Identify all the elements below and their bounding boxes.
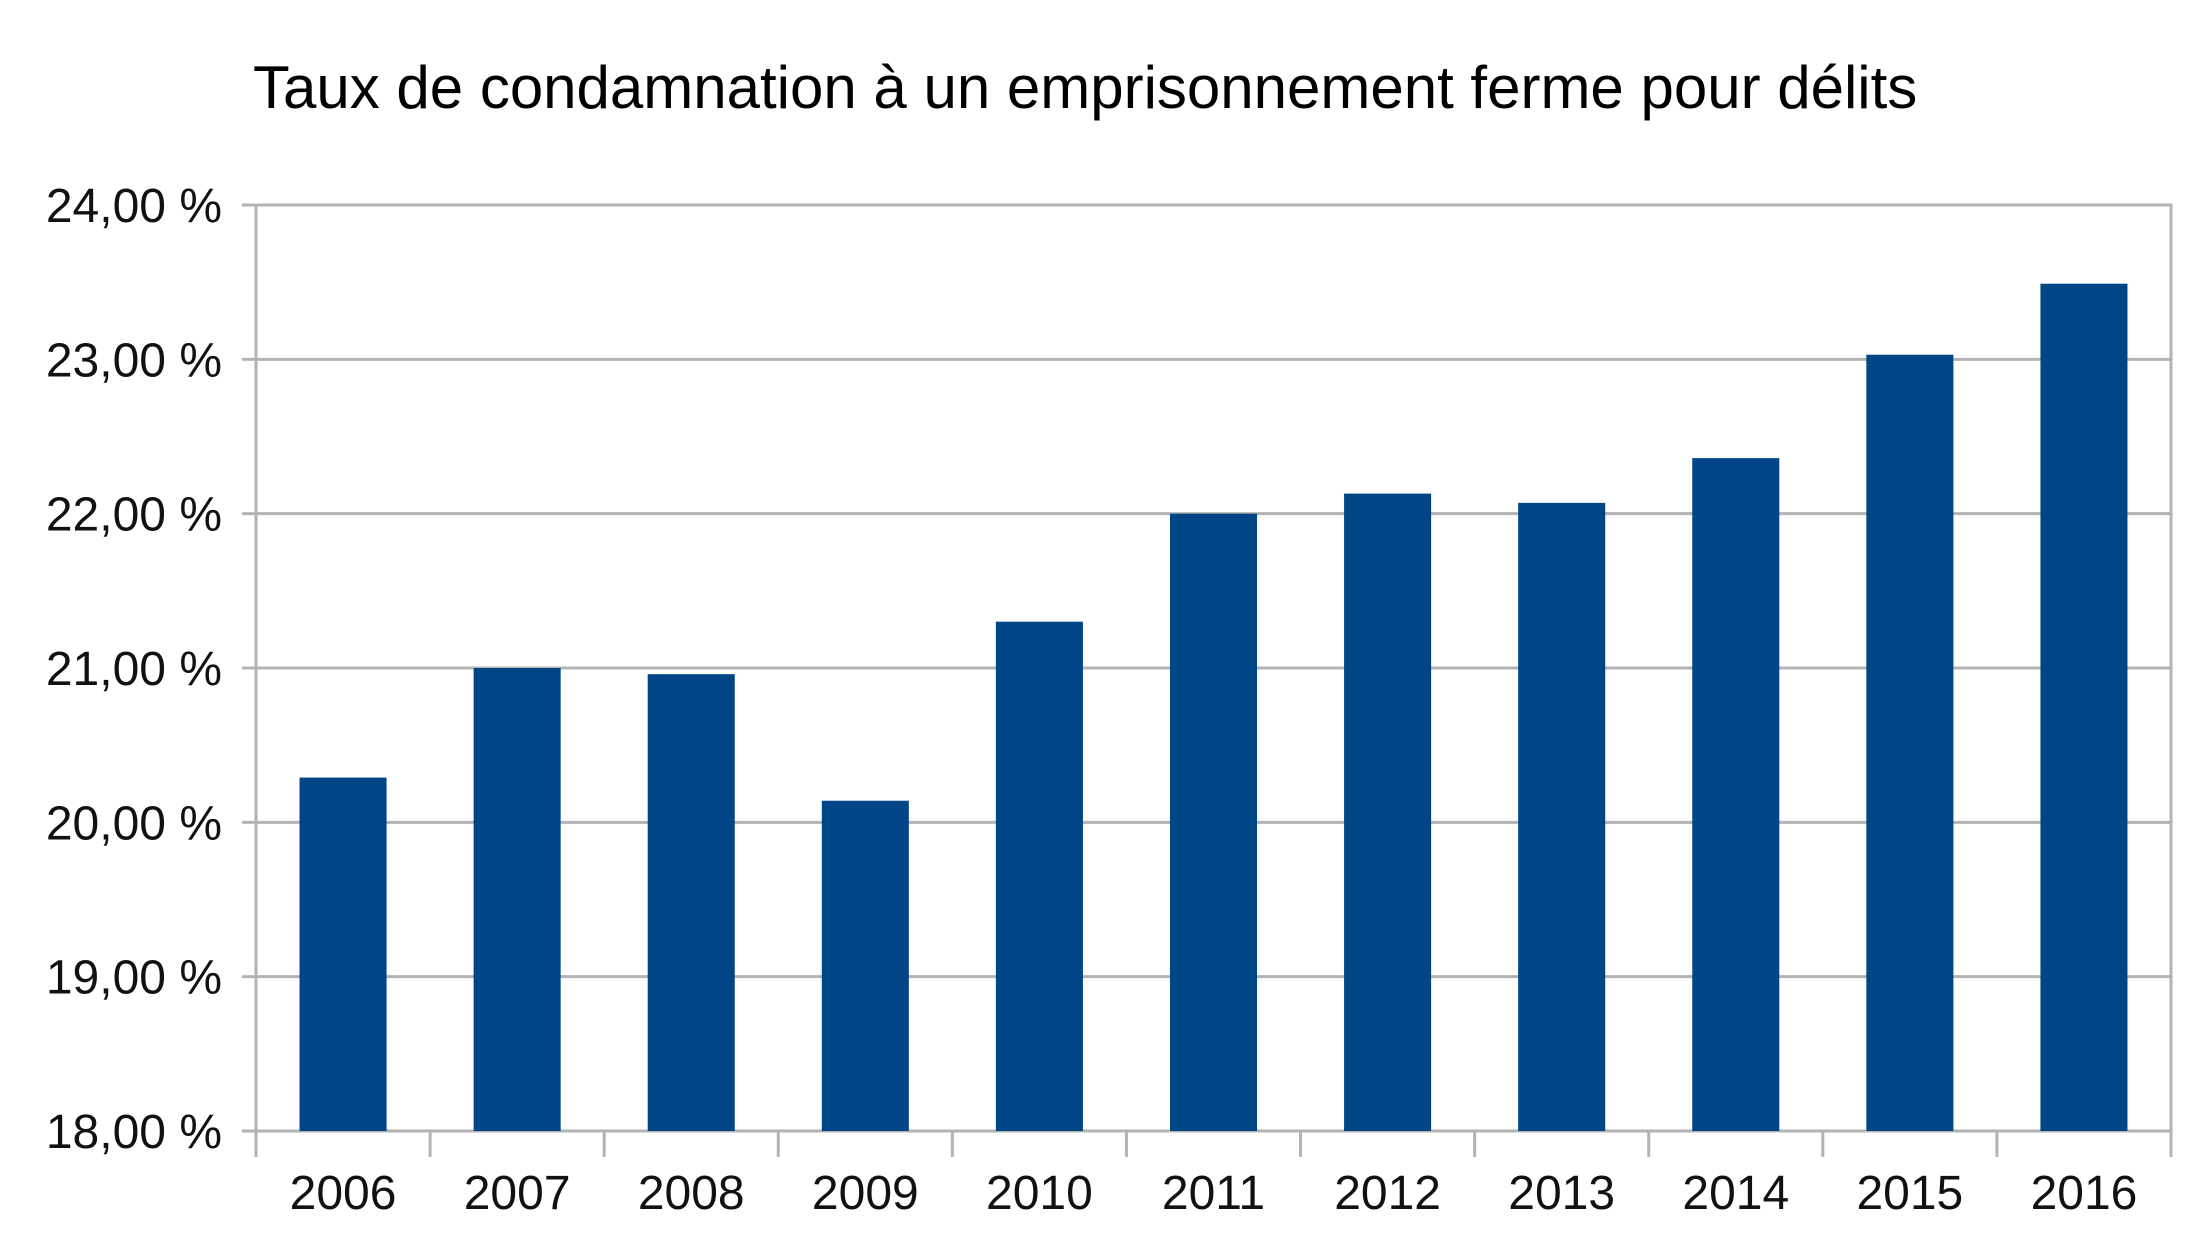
bar-2013 [1518, 502, 1606, 1131]
bar-2007 [473, 668, 561, 1131]
x-tick-label: 2012 [1334, 1167, 1441, 1220]
bar-2010 [995, 621, 1083, 1131]
bar-2014 [1692, 458, 1780, 1131]
axes [242, 203, 2173, 1157]
x-tick-label: 2010 [986, 1167, 1093, 1220]
bar-2016 [2040, 283, 2128, 1132]
y-tick-label: 22,00 % [46, 489, 222, 542]
bar-2012 [1344, 493, 1432, 1131]
x-tick-label: 2016 [2031, 1167, 2138, 1220]
bar-2015 [1866, 354, 1954, 1131]
chart-title: Taux de condamnation à un emprisonnement… [253, 54, 1918, 121]
x-tick-label: 2014 [1682, 1167, 1789, 1220]
bars [299, 283, 2128, 1132]
x-tick-label: 2009 [812, 1167, 919, 1220]
bar-2011 [1169, 513, 1258, 1131]
x-tick-label: 2011 [1162, 1167, 1265, 1220]
x-tick-label: 2007 [464, 1167, 571, 1220]
bar-2008 [647, 674, 735, 1131]
y-tick-label: 19,00 % [46, 952, 222, 1005]
y-tick-label: 20,00 % [46, 797, 222, 850]
y-tick-labels: 18,00 % 19,00 % 20,00 % 21,00 % 22,00 % 23,00… [46, 180, 222, 1159]
x-tick-label: 2015 [1856, 1167, 1963, 1220]
x-tick-label: 2006 [290, 1167, 397, 1220]
y-tick-label: 24,00 % [46, 180, 222, 233]
x-tick-label: 2008 [638, 1167, 745, 1220]
y-tick-label: 21,00 % [46, 643, 222, 696]
bar-2009 [821, 800, 909, 1131]
y-tick-label: 18,00 % [46, 1106, 222, 1159]
x-tick-label: 2013 [1508, 1167, 1615, 1220]
bar-2006 [299, 777, 387, 1131]
x-tick-labels: 2006 2007 2008 2009 2010 2011 2012 2013 2014 2015… [290, 1167, 2138, 1220]
y-tick-label: 23,00 % [46, 334, 222, 387]
